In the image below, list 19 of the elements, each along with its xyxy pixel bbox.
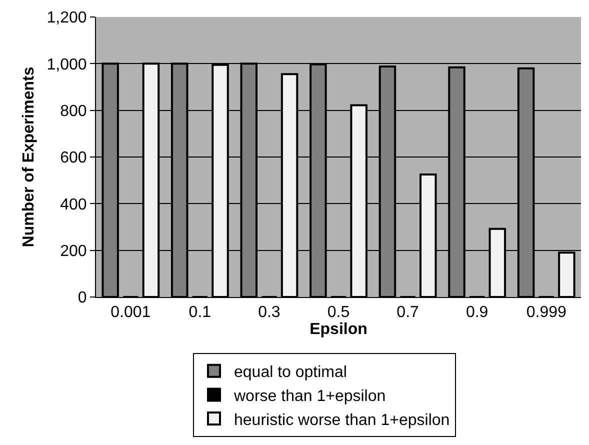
legend-label: worse than 1+epsilon: [233, 388, 386, 405]
x-axis-title: Epsilon: [310, 321, 368, 338]
y-axis-title: Number of Experiments: [20, 66, 38, 248]
legend-label: equal to optimal: [234, 364, 347, 382]
y-tick-label: 1,200: [46, 10, 87, 27]
y-tick-label: 800: [60, 102, 87, 120]
x-tick-label: 0.5: [327, 304, 350, 322]
legend-label: heuristic worse than 1+epsilon: [234, 412, 450, 429]
y-tick-label: 600: [60, 150, 87, 167]
y-tick-label: 0: [78, 290, 87, 307]
x-tick-label: 0.3: [258, 304, 280, 322]
y-tick-label: 1,000: [46, 56, 87, 74]
x-tick-label: 0.001: [110, 304, 151, 322]
y-tick-label: 400: [60, 196, 87, 214]
x-tick-label: 0.999: [526, 304, 566, 322]
y-tick-label: 200: [60, 242, 87, 260]
x-tick-label: 0.1: [188, 304, 212, 322]
x-tick-label: 0.9: [466, 304, 488, 322]
x-tick-label: 0.7: [396, 304, 420, 322]
